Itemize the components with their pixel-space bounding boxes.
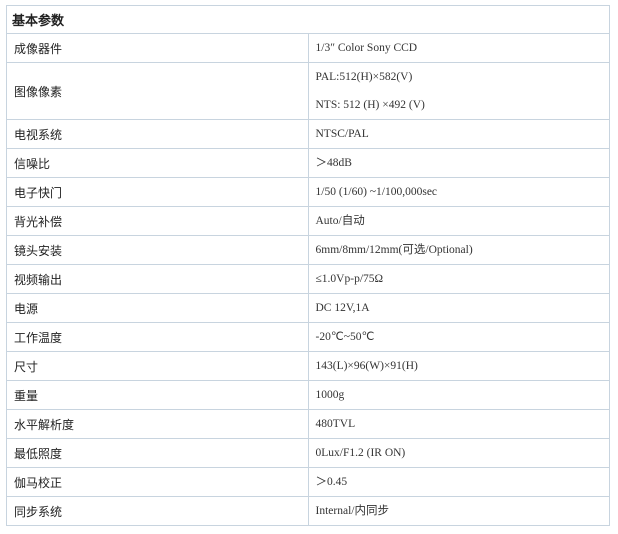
spec-label: 图像像素 xyxy=(6,62,309,120)
spec-value-line: NTSC/PAL xyxy=(315,128,369,140)
spec-value-line: 0Lux/F1.2 (IR ON) xyxy=(315,447,406,459)
spec-value: 0Lux/F1.2 (IR ON) xyxy=(307,438,610,468)
spec-value: ＞0.45 xyxy=(307,467,610,497)
spec-row: 电视系统 NTSC/PAL xyxy=(6,119,610,149)
spec-table-container: 基本参数 成像器件 1/3″ Color Sony CCD 图像像素 PAL:512(… xyxy=(6,5,610,526)
spec-label: 最低照度 xyxy=(6,438,309,468)
spec-label: 同步系统 xyxy=(6,496,309,526)
spec-label: 电源 xyxy=(6,293,309,323)
spec-value-line: 1000g xyxy=(315,389,345,401)
spec-value-line: 480TVL xyxy=(315,418,356,430)
spec-value: 6mm/8mm/12mm(可选/Optional) xyxy=(307,235,610,265)
spec-value-line: ＞0.45 xyxy=(315,476,348,488)
spec-value-line: -20℃~50℃ xyxy=(315,331,375,343)
spec-value-line: Auto/自动 xyxy=(315,215,365,227)
header-row: 基本参数 xyxy=(6,5,610,34)
spec-value-line: ＞48dB xyxy=(315,157,352,169)
spec-value-line: 1/3″ Color Sony CCD xyxy=(315,42,418,54)
spec-label: 尺寸 xyxy=(6,351,309,381)
spec-value: 1/3″ Color Sony CCD xyxy=(307,33,610,63)
spec-value-line: DC 12V,1A xyxy=(315,302,370,314)
spec-row: 视频输出 ≤1.0Vp-p/75Ω xyxy=(6,264,610,294)
spec-label: 工作温度 xyxy=(6,322,309,352)
spec-value-line: 1/50 (1/60) ~1/100,000sec xyxy=(315,186,438,198)
spec-row: 背光补偿 Auto/自动 xyxy=(6,206,610,236)
spec-row: 最低照度 0Lux/F1.2 (IR ON) xyxy=(6,438,610,468)
spec-row: 镜头安装 6mm/8mm/12mm(可选/Optional) xyxy=(6,235,610,265)
spec-row: 电子快门 1/50 (1/60) ~1/100,000sec xyxy=(6,177,610,207)
spec-row: 电源 DC 12V,1A xyxy=(6,293,610,323)
spec-label: 电子快门 xyxy=(6,177,309,207)
spec-row: 伽马校正 ＞0.45 xyxy=(6,467,610,497)
spec-value: NTSC/PAL xyxy=(307,119,610,149)
spec-row: 尺寸 143(L)×96(W)×91(H) xyxy=(6,351,610,381)
spec-value: DC 12V,1A xyxy=(307,293,610,323)
spec-value: -20℃~50℃ xyxy=(307,322,610,352)
spec-value: 1/50 (1/60) ~1/100,000sec xyxy=(307,177,610,207)
spec-value: ≤1.0Vp-p/75Ω xyxy=(307,264,610,294)
spec-row: 图像像素 PAL:512(H)×582(V) NTS: 512 (H) ×492 (… xyxy=(6,62,610,120)
spec-label: 伽马校正 xyxy=(6,467,309,497)
spec-label: 镜头安装 xyxy=(6,235,309,265)
spec-label: 重量 xyxy=(6,380,309,410)
spec-value: 480TVL xyxy=(307,409,610,439)
spec-value-line: 143(L)×96(W)×91(H) xyxy=(315,360,418,372)
spec-label: 水平解析度 xyxy=(6,409,309,439)
spec-row: 成像器件 1/3″ Color Sony CCD xyxy=(6,33,610,63)
spec-label: 成像器件 xyxy=(6,33,309,63)
spec-row: 工作温度 -20℃~50℃ xyxy=(6,322,610,352)
spec-label: 电视系统 xyxy=(6,119,309,149)
spec-value: 1000g xyxy=(307,380,610,410)
table-title: 基本参数 xyxy=(6,5,610,34)
spec-row: 信噪比 ＞48dB xyxy=(6,148,610,178)
spec-table: 基本参数 成像器件 1/3″ Color Sony CCD 图像像素 PAL:512(… xyxy=(6,5,610,526)
spec-label: 信噪比 xyxy=(6,148,309,178)
spec-row: 重量 1000g xyxy=(6,380,610,410)
spec-value: Internal/内同步 xyxy=(307,496,610,526)
spec-value: 143(L)×96(W)×91(H) xyxy=(307,351,610,381)
spec-label: 背光补偿 xyxy=(6,206,309,236)
spec-value: Auto/自动 xyxy=(307,206,610,236)
spec-row: 水平解析度 480TVL xyxy=(6,409,610,439)
spec-row: 同步系统 Internal/内同步 xyxy=(6,496,610,526)
spec-value: PAL:512(H)×582(V) NTS: 512 (H) ×492 (V) xyxy=(307,62,610,120)
spec-value-line: NTS: 512 (H) ×492 (V) xyxy=(315,99,425,111)
spec-value-line: PAL:512(H)×582(V) xyxy=(315,71,413,83)
spec-value: ＞48dB xyxy=(307,148,610,178)
spec-value-line: Internal/内同步 xyxy=(315,505,389,517)
spec-value-line: ≤1.0Vp-p/75Ω xyxy=(315,273,384,285)
spec-value-line: 6mm/8mm/12mm(可选/Optional) xyxy=(315,244,473,256)
spec-label: 视频输出 xyxy=(6,264,309,294)
